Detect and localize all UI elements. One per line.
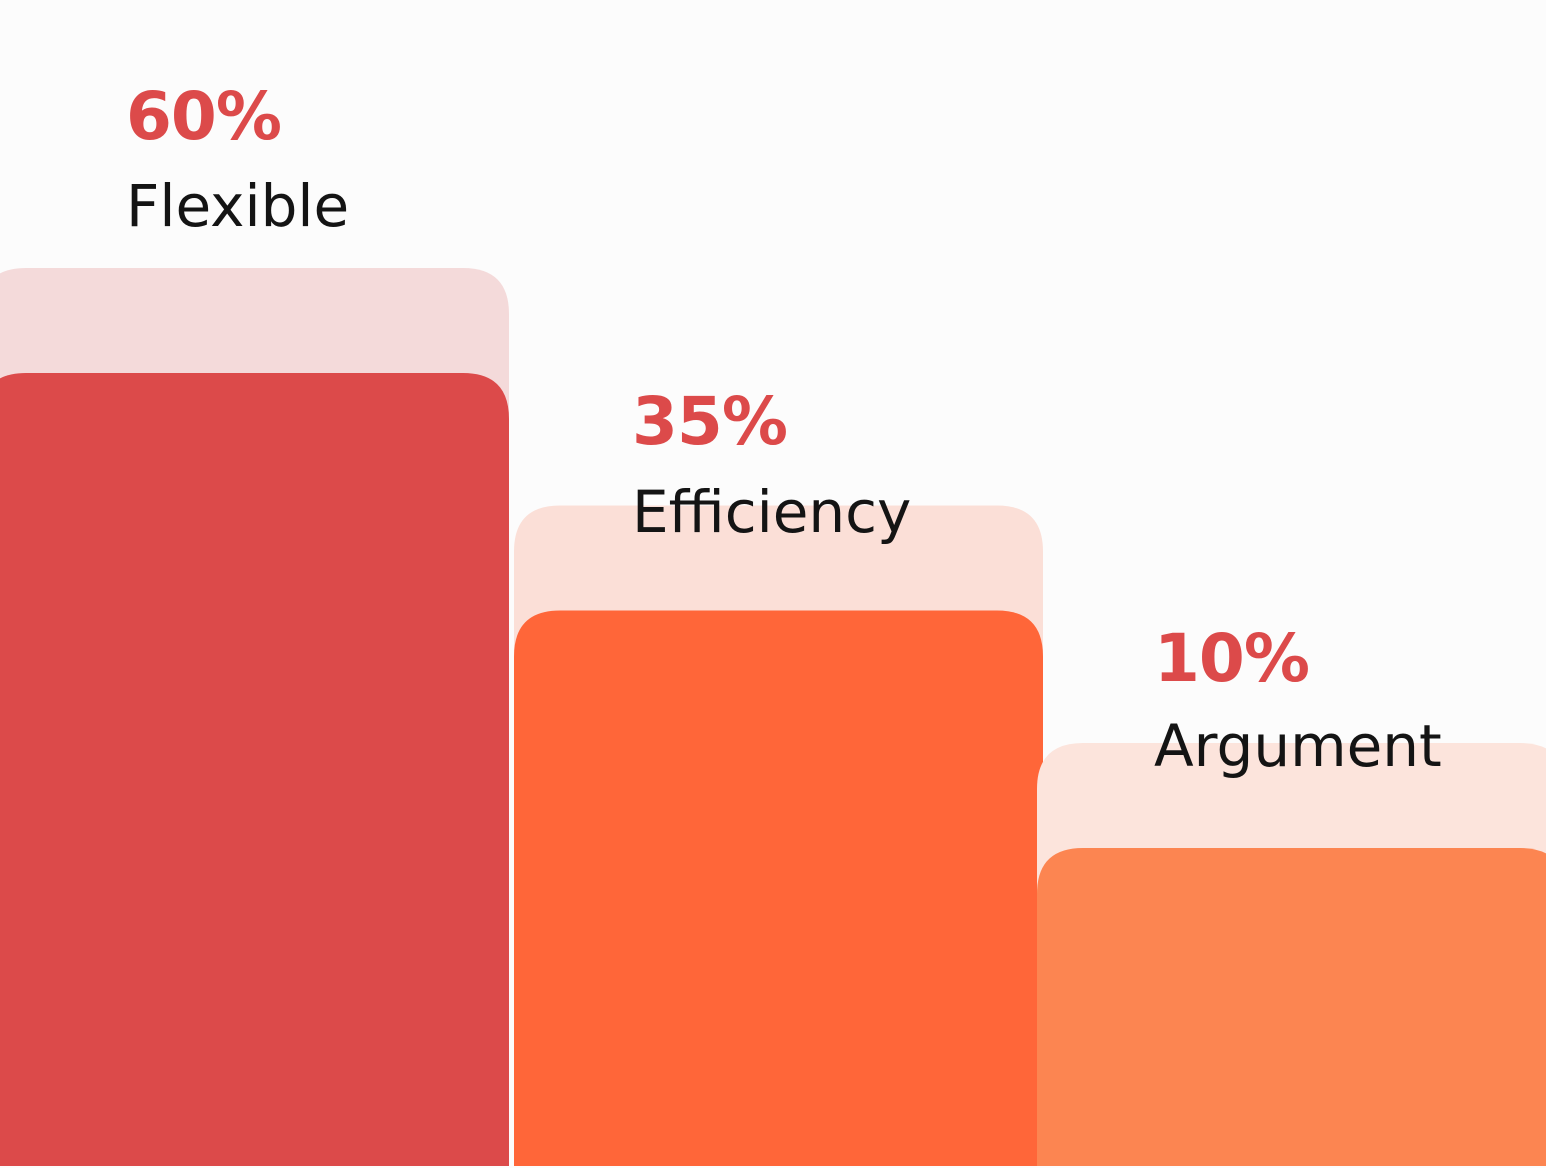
category-label-efficiency: Efficiency (632, 478, 911, 546)
bars-layer (0, 268, 1546, 1166)
value-label-argument: 10% (1154, 620, 1309, 697)
labels-layer: 60% Flexible 35% Efficiency 10% Argument (126, 78, 1442, 780)
category-label-flexible: Flexible (126, 172, 349, 240)
category-label-argument: Argument (1154, 712, 1442, 780)
bar-flexible (0, 373, 509, 1166)
value-label-flexible: 60% (126, 78, 281, 155)
bar-efficiency (514, 610, 1043, 1166)
bar-argument (1037, 848, 1546, 1166)
value-label-efficiency: 35% (632, 383, 787, 460)
